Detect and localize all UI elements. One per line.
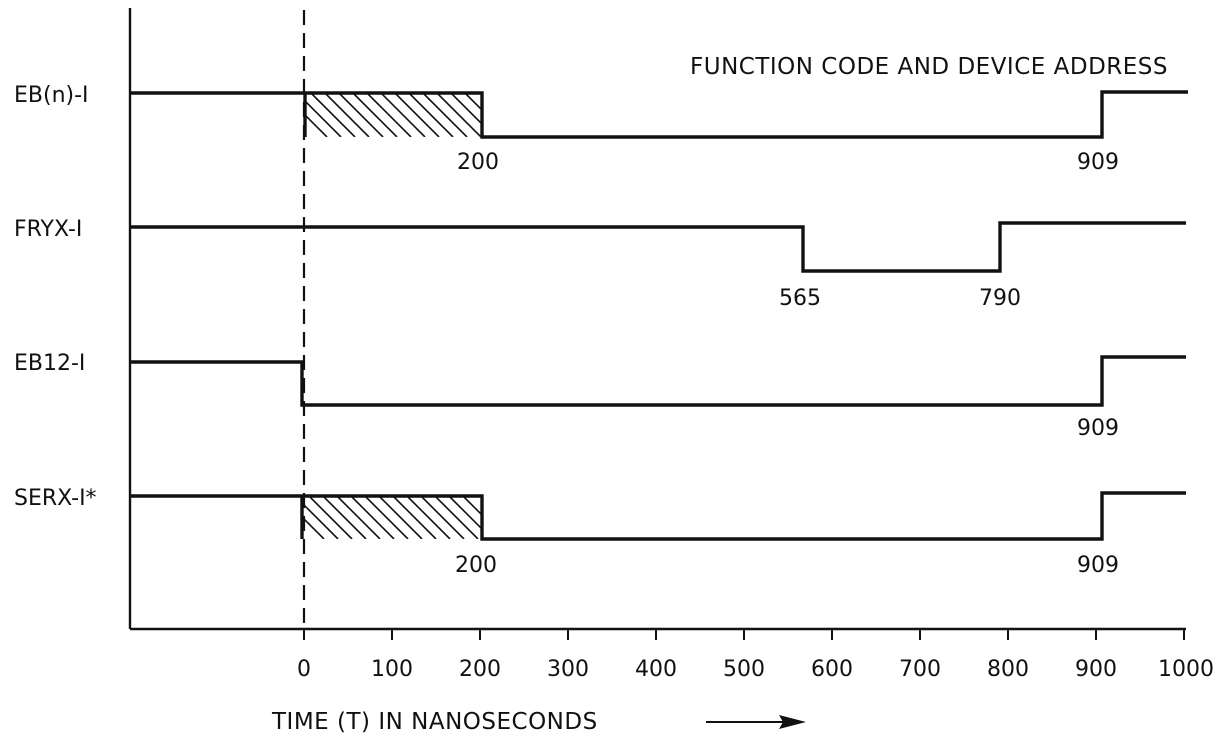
x-axis-tickmarks [303,629,1185,640]
hatched-region-serx [303,496,482,539]
x-axis-title: TIME (T) IN NANOSECONDS [271,709,598,735]
right-arrow-icon [706,715,806,729]
annotation-serx-909: 909 [1077,553,1119,578]
tick-label-300: 300 [547,657,589,682]
tick-label-600: 600 [811,657,853,682]
signal-label-serx: SERX-I* [14,486,97,511]
hatched-region-ebn [305,93,482,137]
waveform-serx [130,491,1186,541]
tick-label-0: 0 [297,657,311,682]
annotation-ebn-909: 909 [1077,150,1119,175]
waveform-eb12 [130,355,1186,407]
annotation-fryx-565: 565 [779,286,821,311]
annotation-fryx-790: 790 [979,286,1021,311]
tick-label-200: 200 [459,657,501,682]
annotation-serx-200: 200 [455,553,497,578]
annotation-eb12-909: 909 [1077,416,1119,441]
annotation-ebn-200: 200 [457,150,499,175]
signal-label-fryx: FRYX-I [14,217,82,242]
x-axis-tick-labels: 0 100 200 300 400 500 600 700 800 900 10… [297,657,1214,682]
waveform-ebn [130,90,1188,139]
signal-label-ebn: EB(n)-I [14,83,89,108]
tick-label-700: 700 [899,657,941,682]
waveform-fryx [130,221,1186,273]
tick-label-100: 100 [371,657,413,682]
diagram-title: FUNCTION CODE AND DEVICE ADDRESS [690,54,1168,80]
tick-label-800: 800 [987,657,1029,682]
signal-label-eb12: EB12-I [14,351,85,376]
tick-label-900: 900 [1075,657,1117,682]
tick-label-400: 400 [635,657,677,682]
tick-label-500: 500 [723,657,765,682]
tick-label-1000: 1000 [1158,657,1214,682]
